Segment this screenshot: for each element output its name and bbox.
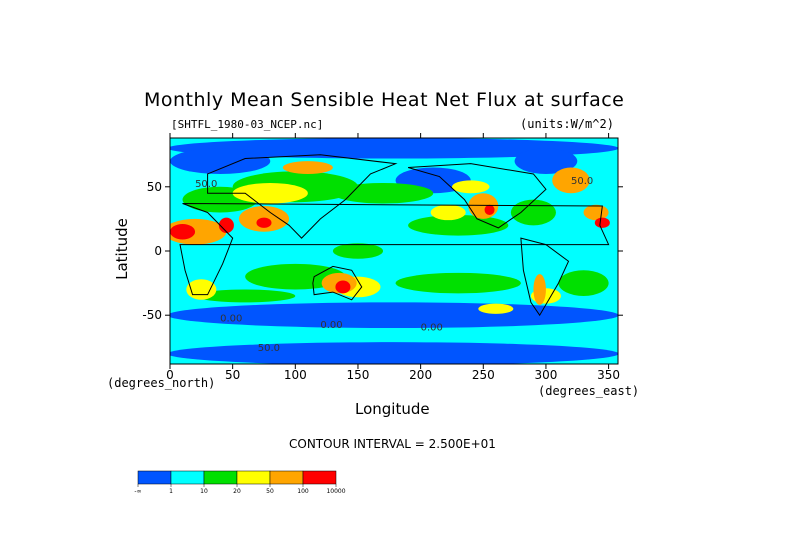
contour-line [520,237,570,317]
x-tick-label: 200 [409,368,432,382]
x-tick-label: 250 [472,368,495,382]
heatmap-cell [430,204,466,221]
units-label: (units:W/m^2) [520,117,614,131]
contour-line [407,163,547,229]
heatmap-cell [552,167,590,194]
heatmap-cell [468,193,499,219]
contour-line [179,202,610,296]
contour-label: 0.00 [220,314,242,325]
y-tick-label: -50 [142,308,162,322]
heatmap-cell [583,204,609,221]
contour-label: 50.0 [571,176,593,187]
chart-title: Monthly Mean Sensible Heat Net Flux at s… [144,89,625,111]
x-tick-label: 100 [284,368,307,382]
heatmap-cell [514,148,578,174]
colorbar-swatch [203,470,238,485]
colorbar-swatch [170,470,205,485]
colorbar-swatch [137,470,172,485]
heatmap-cell [484,204,495,216]
contour-label: 50.0 [195,179,217,190]
heatmap-cell [533,274,546,305]
heatmap-cell [170,342,618,364]
heatmap-field: 50.0 50.0 0.00 0.00 0.00 50.0 [170,138,618,364]
colorbar-label: 50 [266,488,274,495]
heatmap-cell [395,272,521,294]
heatmap-cell [478,303,514,314]
colorbar-label: 20 [233,488,241,495]
contour-interval-text: CONTOUR INTERVAL = 2.500E+01 [289,437,496,451]
y-unit-label: (degrees_north) [107,376,216,390]
contour-label: 0.00 [421,323,443,334]
heatmap-cell [558,270,609,296]
heatmap-cell [256,217,272,228]
heatmap-cell [245,263,346,290]
x-unit-label: (degrees_east) [538,384,640,398]
colorbar-swatch [269,470,304,485]
colorbar-swatch [236,470,271,485]
x-tick-label: 50 [225,368,240,382]
x-tick-label: 150 [347,368,370,382]
heatmap-cell [408,215,509,236]
colorbar-label: 1 [169,488,173,495]
y-axis-label: Latitude [113,218,131,280]
colorbar-label: 10 [200,488,208,495]
heatmap-cell [594,217,610,228]
x-tick-label: 0 [166,368,174,382]
file-label: [SHTFL_1980-03_NCEP.nc] [171,118,324,131]
heatmap-cell [218,217,234,234]
heatmap-cell [170,148,271,174]
y-tick-label: 50 [147,180,162,194]
colorbar-swatch [302,470,337,485]
heatmap-cell [170,224,196,240]
x-tick-label: 300 [534,368,557,382]
contour-line [312,265,363,301]
heatmap-cell [510,199,556,226]
colorbar-label: -∞ [134,488,141,495]
y-tick-label: 0 [154,244,162,258]
heatmap-cell [332,182,434,204]
colorbar-label: 100 [297,488,309,495]
contour-label: 0.00 [320,320,342,331]
heatmap-cell [332,243,384,259]
contour-label: 50.0 [258,343,280,354]
heatmap-cell [170,138,618,159]
contour-line [207,154,398,239]
heatmap-cell [451,180,490,194]
x-tick-label: 350 [597,368,620,382]
colorbar-label: 10000 [326,488,345,495]
x-axis-label: Longitude [355,400,430,418]
heatmap-cell [195,289,296,303]
heatmap-cell [282,161,333,174]
heatmap-cell [335,280,351,294]
